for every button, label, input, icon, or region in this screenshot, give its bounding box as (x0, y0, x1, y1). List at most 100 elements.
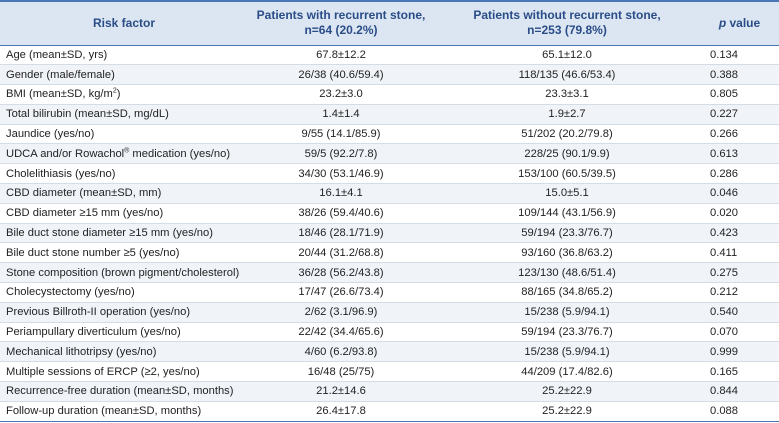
without-recurrent-cell: 59/194 (23.3/76.7) (434, 223, 700, 244)
risk-factor-cell: Multiple sessions of ERCP (≥2, yes/no) (0, 361, 248, 383)
table-row: Bile duct stone number ≥5 (yes/no) 20/44 … (0, 242, 779, 264)
with-recurrent-cell: 2/62 (3.1/96.9) (248, 302, 434, 323)
table-row: Mechanical lithotripsy (yes/no) 4/60 (6.2… (0, 341, 779, 363)
p-value-cell: 0.227 (700, 104, 779, 125)
risk-factor-label: Total bilirubin (mean±SD, mg/dL) (6, 108, 169, 121)
without-recurrent-cell: 59/194 (23.3/76.7) (434, 322, 700, 343)
header-with-recurrent-line1: Patients with recurrent stone, (256, 8, 426, 23)
risk-factor-cell: Previous Billroth-II operation (yes/no) (0, 302, 248, 323)
header-with-recurrent: Patients with recurrent stone, n=64 (20.… (248, 0, 434, 46)
risk-factor-cell: Mechanical lithotripsy (yes/no) (0, 341, 248, 363)
p-value-cell: 0.266 (700, 124, 779, 145)
with-recurrent-cell: 4/60 (6.2/93.8) (248, 341, 434, 363)
p-value-cell: 0.088 (700, 401, 779, 422)
risk-factor-cell: Age (mean±SD, yrs) (0, 45, 248, 66)
header-with-recurrent-line2: n=64 (20.2%) (304, 23, 378, 38)
with-recurrent-cell: 20/44 (31.2/68.8) (248, 242, 434, 264)
table-row: Cholecystectomy (yes/no) 17/47 (26.6/73.4… (0, 282, 779, 303)
risk-factor-label: Follow-up duration (mean±SD, months) (6, 405, 202, 418)
without-recurrent-cell: 15/238 (5.9/94.1) (434, 341, 700, 363)
p-value-cell: 0.134 (700, 45, 779, 66)
without-recurrent-cell: 65.1±12.0 (434, 45, 700, 66)
risk-factor-label: Bile duct stone number ≥5 (yes/no) (6, 246, 180, 259)
p-value-cell: 0.275 (700, 262, 779, 284)
without-recurrent-cell: 25.2±22.9 (434, 401, 700, 422)
with-recurrent-cell: 1.4±1.4 (248, 104, 434, 125)
with-recurrent-cell: 26.4±17.8 (248, 401, 434, 422)
risk-factor-cell: Stone composition (brown pigment/cholest… (0, 262, 248, 284)
risk-factor-cell: Bile duct stone diameter ≥15 mm (yes/no) (0, 223, 248, 244)
without-recurrent-cell: 118/135 (46.6/53.4) (434, 64, 700, 86)
with-recurrent-cell: 17/47 (26.6/73.4) (248, 282, 434, 303)
table-row: Jaundice (yes/no) 9/55 (14.1/85.9) 51/202 … (0, 124, 779, 145)
risk-factor-cell: CBD diameter ≥15 mm (yes/no) (0, 203, 248, 224)
risk-factor-label: Age (mean±SD, yrs) (6, 48, 108, 61)
table-row: Recurrence-free duration (mean±SD, month… (0, 381, 779, 402)
without-recurrent-cell: 153/100 (60.5/39.5) (434, 163, 700, 185)
risk-factor-cell: Cholecystectomy (yes/no) (0, 282, 248, 303)
risk-factor-label: Mechanical lithotripsy (yes/no) (6, 345, 157, 358)
table-row: Follow-up duration (mean±SD, months) 26.4… (0, 401, 779, 422)
p-value-cell: 0.540 (700, 302, 779, 323)
with-recurrent-cell: 67.8±12.2 (248, 45, 434, 66)
without-recurrent-cell: 15/238 (5.9/94.1) (434, 302, 700, 323)
without-recurrent-cell: 123/130 (48.6/51.4) (434, 262, 700, 284)
risk-factor-cell: Total bilirubin (mean±SD, mg/dL) (0, 104, 248, 125)
with-recurrent-cell: 18/46 (28.1/71.9) (248, 223, 434, 244)
with-recurrent-cell: 21.2±14.6 (248, 381, 434, 402)
p-value-cell: 0.046 (700, 183, 779, 204)
risk-factor-cell: Bile duct stone number ≥5 (yes/no) (0, 242, 248, 264)
table-row: UDCA and/or Rowachol® medication (yes/no… (0, 143, 779, 165)
p-value-cell: 0.613 (700, 143, 779, 165)
p-value-cell: 0.999 (700, 341, 779, 363)
header-without-recurrent: Patients without recurrent stone, n=253 … (434, 0, 700, 46)
p-value-cell: 0.020 (700, 203, 779, 224)
without-recurrent-cell: 51/202 (20.2/79.8) (434, 124, 700, 145)
with-recurrent-cell: 34/30 (53.1/46.9) (248, 163, 434, 185)
table-row: Age (mean±SD, yrs) 67.8±12.2 65.1±12.0 0.13… (0, 45, 779, 66)
header-p-italic: p (718, 15, 727, 30)
p-value-cell: 0.070 (700, 322, 779, 343)
table-row: Bile duct stone diameter ≥15 mm (yes/no)… (0, 223, 779, 244)
p-value-cell: 0.388 (700, 64, 779, 86)
p-value-cell: 0.423 (700, 223, 779, 244)
risk-factor-label: Gender (male/female) (6, 68, 115, 81)
risk-factor-label-tail: ) (116, 88, 121, 101)
risk-factor-label: BMI (mean±SD, kg/m (6, 88, 113, 101)
table-row: Periampullary diverticulum (yes/no) 22/42… (0, 322, 779, 343)
risk-factor-label: Cholecystectomy (yes/no) (6, 286, 135, 299)
table-row: CBD diameter (mean±SD, mm) 16.1±4.1 15.0±5… (0, 183, 779, 204)
p-value-cell: 0.286 (700, 163, 779, 185)
risk-factor-label: CBD diameter ≥15 mm (yes/no) (6, 207, 164, 220)
risk-factor-cell: Periampullary diverticulum (yes/no) (0, 322, 248, 343)
risk-factor-cell: Cholelithiasis (yes/no) (0, 163, 248, 185)
p-value-cell: 0.844 (700, 381, 779, 402)
table-row: Gender (male/female) 26/38 (40.6/59.4) 118… (0, 64, 779, 86)
risk-factor-cell: UDCA and/or Rowachol® medication (yes/no… (0, 143, 248, 165)
risk-factor-cell: Follow-up duration (mean±SD, months) (0, 401, 248, 422)
header-risk-factor: Risk factor (0, 0, 248, 46)
table-row: Previous Billroth-II operation (yes/no) 2… (0, 302, 779, 323)
risk-factor-label: Jaundice (yes/no) (6, 128, 95, 141)
without-recurrent-cell: 44/209 (17.4/82.6) (434, 361, 700, 383)
risk-factor-cell: BMI (mean±SD, kg/m2) (0, 84, 248, 105)
risk-factor-superscript: 2 (112, 87, 117, 95)
with-recurrent-cell: 16/48 (25/75) (248, 361, 434, 383)
table-row: Stone composition (brown pigment/cholest… (0, 262, 779, 284)
risk-factor-label: Stone composition (brown pigment/cholest… (6, 266, 240, 279)
header-p-value: p value (700, 0, 779, 46)
with-recurrent-cell: 23.2±3.0 (248, 84, 434, 105)
table-row: Total bilirubin (mean±SD, mg/dL) 1.4±1.4 1… (0, 104, 779, 125)
p-value-cell: 0.212 (700, 282, 779, 303)
risk-factor-superscript: ® (124, 147, 130, 155)
risk-factor-label: Previous Billroth-II operation (yes/no) (6, 306, 191, 319)
header-row: Risk factor Patients with recurrent ston… (0, 0, 779, 46)
risk-factor-label: Bile duct stone diameter ≥15 mm (yes/no) (6, 227, 213, 240)
p-value-cell: 0.165 (700, 361, 779, 383)
with-recurrent-cell: 36/28 (56.2/43.8) (248, 262, 434, 284)
without-recurrent-cell: 1.9±2.7 (434, 104, 700, 125)
table-header: Risk factor Patients with recurrent ston… (0, 0, 779, 46)
with-recurrent-cell: 22/42 (34.4/65.6) (248, 322, 434, 343)
